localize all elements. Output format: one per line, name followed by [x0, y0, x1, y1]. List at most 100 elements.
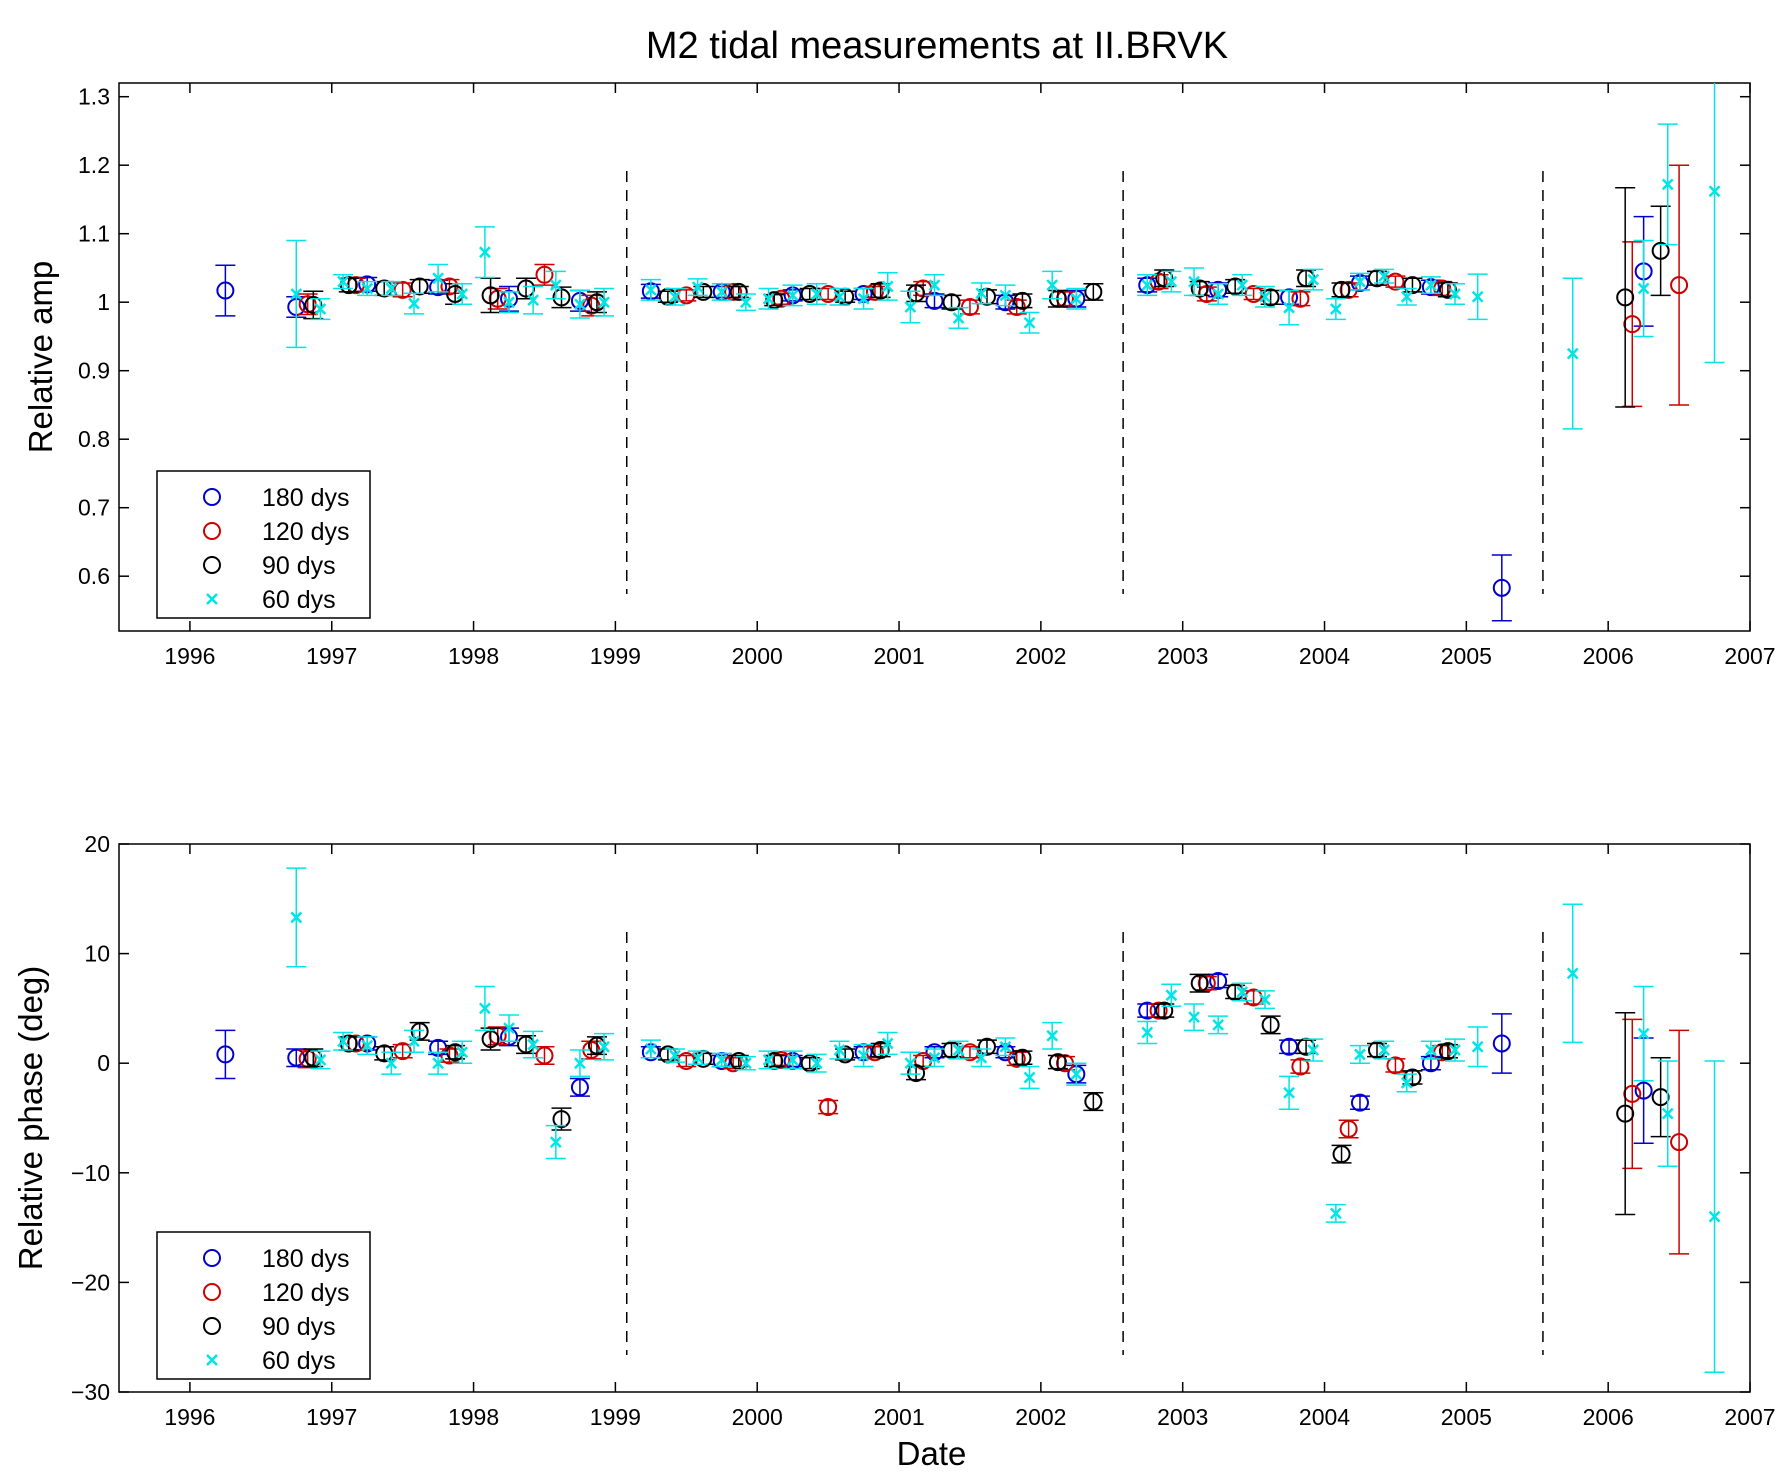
circle-marker: [1634, 1081, 1653, 1100]
amplitude-chart: 1996 1997 1998 1999 2000 2001 2002 2003 2004 2005…: [22, 82, 1776, 669]
data-point: [452, 282, 473, 306]
data-point: [1290, 289, 1311, 308]
legend-circle-marker: [203, 1249, 221, 1267]
x-tick-label: 2002: [1015, 1404, 1066, 1430]
data-point: [948, 306, 969, 329]
data-point: [1066, 287, 1087, 310]
x-marker: [1165, 275, 1178, 288]
data-point: [594, 287, 615, 317]
circle-marker: [907, 284, 926, 303]
circle-marker: [570, 1078, 589, 1097]
data-point: [758, 287, 779, 310]
data-point: [1420, 276, 1441, 295]
x-marker: [1023, 316, 1036, 329]
circle-marker: [410, 1022, 429, 1041]
x-marker: [833, 1044, 846, 1056]
x-marker: [691, 281, 704, 294]
legend-label: 180 dys: [262, 1245, 350, 1273]
data-point: [545, 1124, 566, 1160]
x-marker: [810, 1057, 823, 1070]
circle-marker: [1492, 1034, 1511, 1053]
data-point: [1042, 1021, 1063, 1050]
x-tick-label: 2000: [732, 1404, 783, 1430]
x-marker: [574, 1057, 586, 1070]
x-marker: [715, 286, 728, 298]
x-tick-label: 1999: [590, 1404, 641, 1430]
data-point: [1208, 1015, 1229, 1035]
circle-marker: [1670, 276, 1689, 295]
data-point: [995, 1037, 1016, 1057]
x-axis-label: Date: [897, 1435, 967, 1472]
x-marker: [715, 1054, 728, 1066]
data-point: [1047, 1053, 1068, 1072]
x-marker: [1329, 1207, 1342, 1220]
data-point: [1402, 276, 1423, 295]
circle-marker: [216, 281, 235, 300]
x-marker: [1566, 347, 1579, 360]
x-marker: [999, 289, 1012, 302]
x-marker: [314, 303, 327, 315]
x-marker: [1307, 273, 1320, 286]
data-point: [877, 271, 898, 301]
circle-marker: [1048, 1053, 1067, 1072]
x-marker: [1637, 282, 1650, 295]
circle-marker: [1261, 1015, 1280, 1034]
y-tick-label: −20: [71, 1269, 110, 1295]
data-point: [499, 291, 520, 314]
legend-box: [156, 470, 371, 619]
data-point: [829, 1040, 850, 1060]
x-marker: [503, 296, 515, 309]
legend-label: 60 dys: [262, 586, 336, 614]
legend-circle-marker: [203, 522, 221, 540]
x-marker: [857, 292, 870, 305]
x-tick-label: 1998: [448, 1404, 499, 1430]
x-marker: [408, 1035, 420, 1048]
circle-marker: [1149, 1001, 1168, 1020]
legend-x-marker: [206, 593, 218, 605]
data-point: [687, 278, 708, 297]
x-marker: [1283, 301, 1295, 314]
series-90-dys: [303, 973, 1671, 1216]
circle-marker: [1013, 1048, 1032, 1067]
x-marker: [479, 1002, 491, 1015]
data-point: [906, 284, 927, 303]
data-point: [1083, 1092, 1104, 1112]
data-point: [1669, 1029, 1690, 1255]
legend-label: 60 dys: [262, 1347, 336, 1375]
x-marker: [786, 289, 799, 302]
data-point: [1396, 1073, 1417, 1093]
x-tick-label: 2006: [1583, 643, 1634, 669]
data-point: [1622, 1018, 1643, 1170]
data-layer: [215, 83, 1725, 622]
x-marker: [644, 283, 657, 296]
data-point: [971, 1048, 992, 1068]
x-marker: [598, 1040, 610, 1053]
circle-marker: [393, 280, 412, 299]
x-marker: [432, 272, 444, 285]
legend-item: 60 dys: [206, 586, 336, 614]
series-60-dys: [286, 83, 1725, 430]
legend-x-marker: [206, 1354, 218, 1366]
data-point: [995, 284, 1016, 307]
x-tick-label: 2006: [1583, 1404, 1634, 1430]
x-marker: [952, 1044, 965, 1056]
x-marker: [408, 297, 420, 310]
circle-marker: [1350, 1093, 1369, 1112]
x-tick-label: 2000: [732, 643, 783, 669]
circle-marker: [1291, 289, 1310, 308]
data-point: [569, 1049, 590, 1078]
data-point: [1420, 1040, 1441, 1060]
circle-marker: [1623, 315, 1642, 334]
data-point: [853, 1043, 874, 1068]
x-marker: [549, 279, 562, 291]
data-point: [310, 298, 331, 321]
data-point: [1066, 1062, 1087, 1086]
x-marker: [881, 1037, 894, 1050]
data-point: [1232, 274, 1253, 297]
data-point: [900, 1051, 921, 1075]
circle-marker: [517, 279, 536, 298]
data-point: [1704, 83, 1725, 364]
data-point: [381, 1051, 402, 1075]
data-point: [806, 282, 827, 306]
